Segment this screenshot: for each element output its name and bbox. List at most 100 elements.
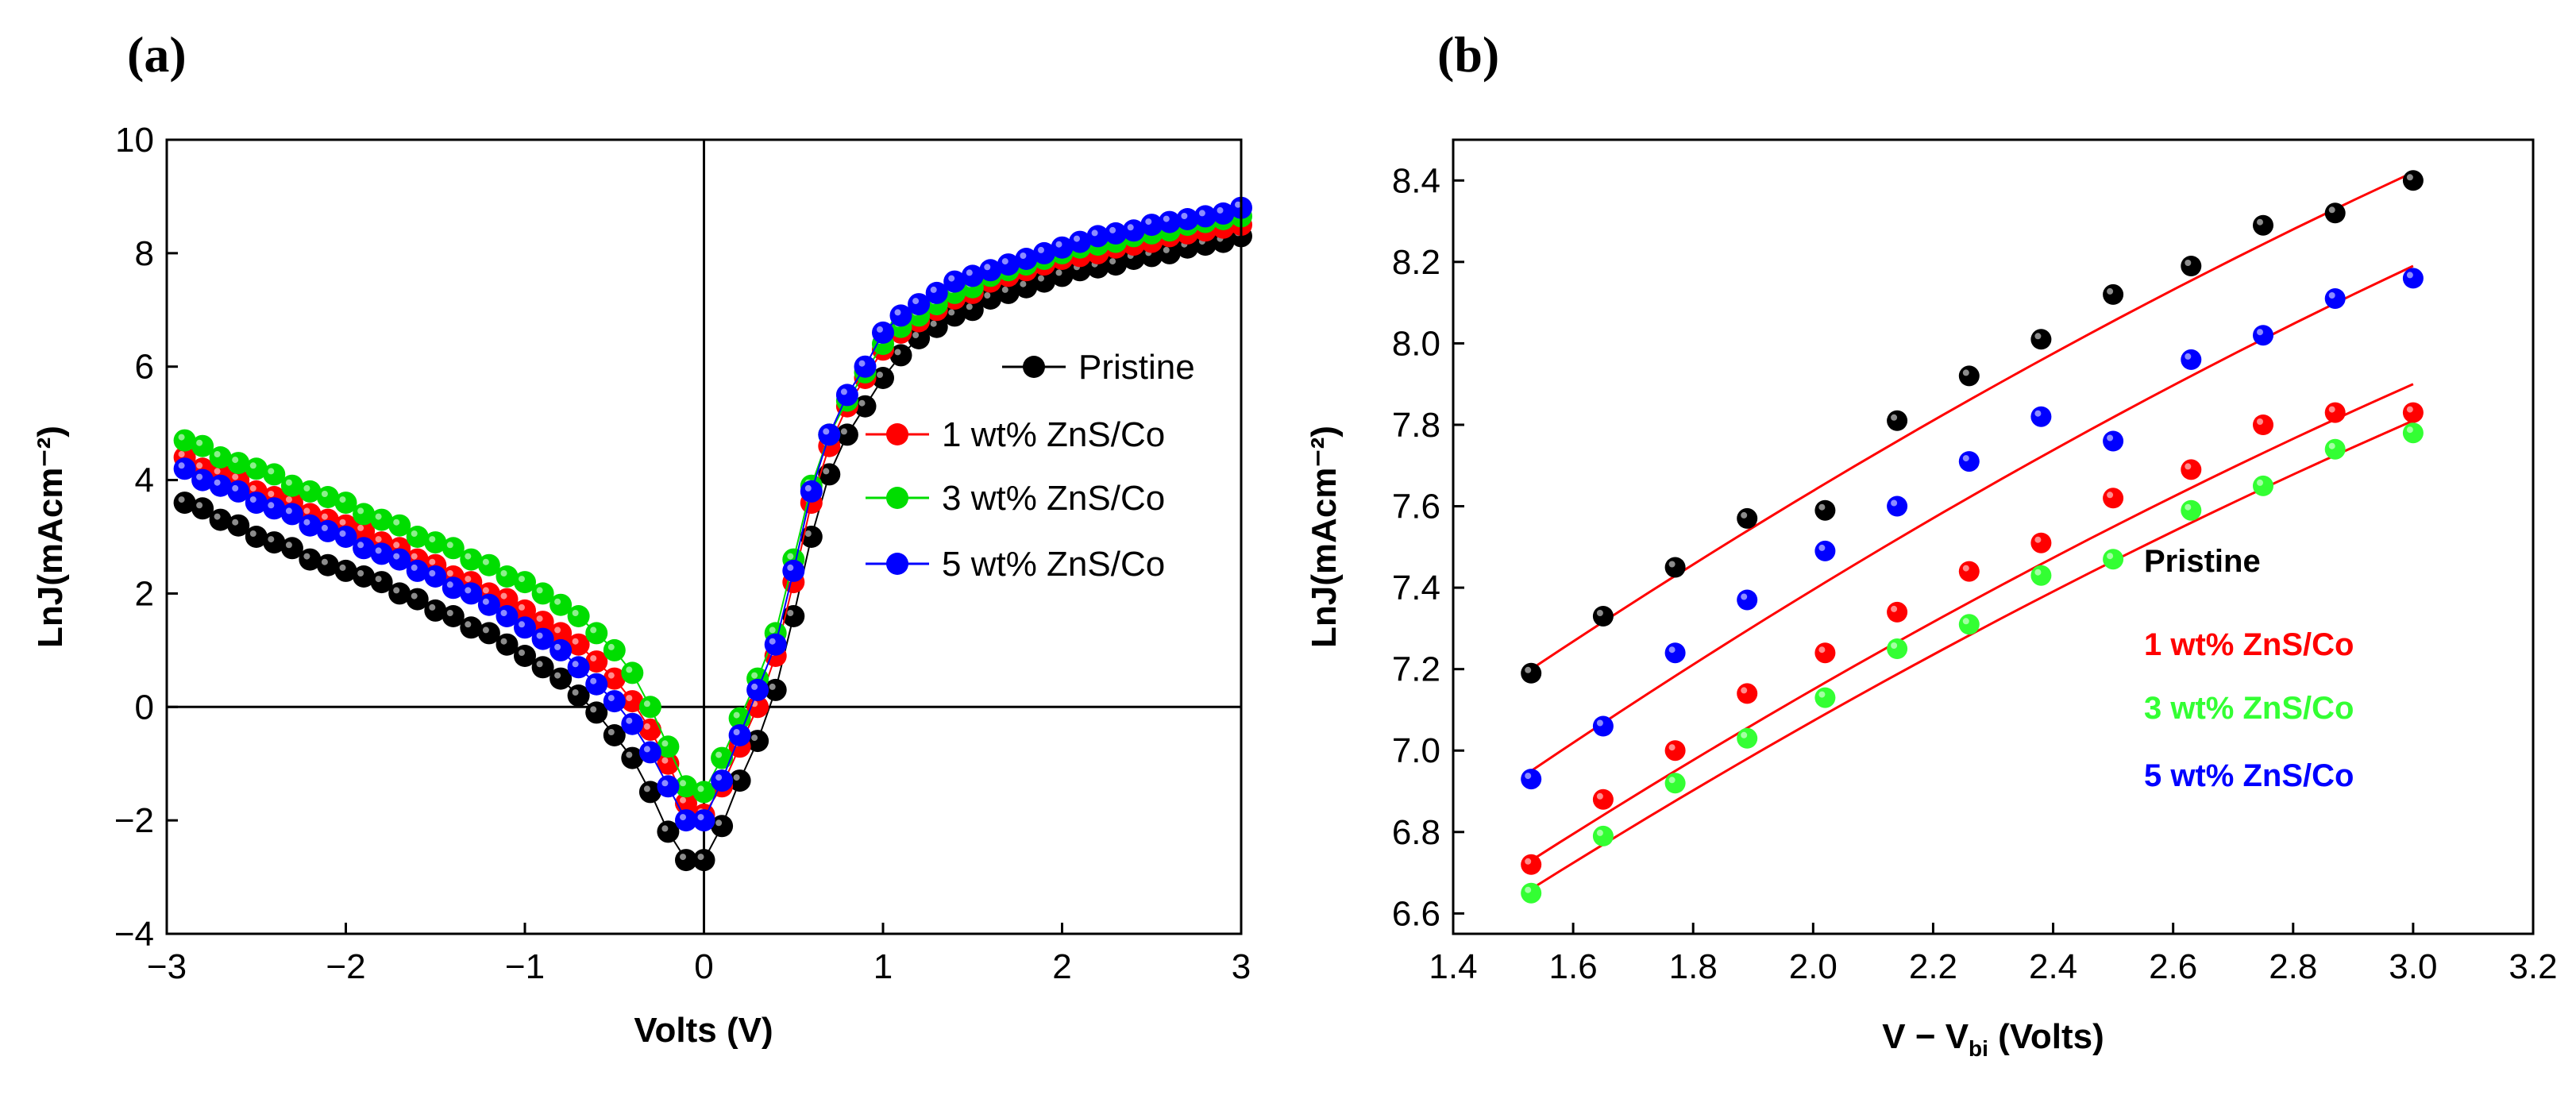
data-point-highlight <box>249 462 256 469</box>
data-point-highlight <box>1525 858 1532 865</box>
data-point-highlight <box>500 638 507 645</box>
data-point-5-wt-zns-co <box>2030 406 2052 427</box>
data-point-highlight <box>643 723 650 730</box>
data-point-highlight <box>2185 260 2192 266</box>
data-point-highlight <box>429 570 436 576</box>
data-point-5-wt-zns-co <box>514 616 536 639</box>
data-point-highlight <box>268 536 275 543</box>
data-point-5-wt-zns-co <box>800 480 823 503</box>
panel-b-x-tick-label: 2.2 <box>1909 947 1957 986</box>
data-point-highlight <box>643 700 650 708</box>
data-point-highlight <box>680 796 686 804</box>
data-point-5-wt-zns-co <box>585 673 608 696</box>
data-point-3-wt-zns-co <box>621 661 644 684</box>
data-point-highlight <box>536 632 543 639</box>
data-point-highlight <box>1109 226 1116 233</box>
panel-a-y-tick-label: 8 <box>135 234 154 273</box>
data-point-5-wt-zns-co <box>1105 222 1128 245</box>
data-point-5-wt-zns-co <box>711 769 734 792</box>
data-point-highlight <box>733 729 740 735</box>
panel-b-label: (b) <box>1437 26 1499 83</box>
data-point-pristine <box>764 678 787 701</box>
data-point-highlight <box>607 729 615 735</box>
data-point-highlight <box>787 610 794 616</box>
data-point-highlight <box>375 576 382 583</box>
data-point-5-wt-zns-co <box>424 565 447 588</box>
data-point-3-wt-zns-co <box>245 457 268 480</box>
data-point-highlight <box>232 473 239 480</box>
data-point-pristine <box>531 656 554 679</box>
data-point-highlight <box>196 462 203 469</box>
data-point-5-wt-zns-co <box>209 474 232 497</box>
data-point-1-wt-zns-co <box>514 599 536 622</box>
panel-a-chart: (a) −3 −2 −1 0 1 2 3 −4 −2 0 2 4 6 8 10 Volts (V) LnJ(… <box>31 26 1252 1050</box>
data-point-5-wt-zns-co <box>872 321 894 344</box>
data-point-pristine <box>1051 264 1074 287</box>
panel-a-x-axis-title: Volts (V) <box>634 1011 773 1050</box>
panel-a-plot-frame <box>165 138 1243 935</box>
data-point-highlight <box>554 643 561 650</box>
data-point-highlight <box>178 434 185 441</box>
data-point-3-wt-zns-co <box>638 696 661 719</box>
data-point-5-wt-zns-co <box>173 457 196 480</box>
data-point-5-wt-zns-co <box>2324 288 2346 309</box>
data-point-highlight <box>1198 210 1205 217</box>
data-point-highlight <box>268 502 275 509</box>
series-1-wt-zns-co <box>1521 383 2424 875</box>
data-point-highlight <box>804 484 812 492</box>
panel-b-y-tick-label: 7.6 <box>1392 488 1440 526</box>
data-point-highlight <box>393 587 400 594</box>
data-point-highlight <box>1668 744 1676 751</box>
data-point-highlight <box>446 581 453 588</box>
data-point-highlight <box>1818 691 1826 698</box>
data-point-highlight <box>1020 253 1027 259</box>
data-point-1-wt-zns-co <box>1887 601 1908 623</box>
data-point-pristine <box>567 684 590 707</box>
data-point-5-wt-zns-co <box>1033 241 1055 264</box>
data-point-highlight <box>500 592 507 600</box>
data-point-highlight <box>1163 246 1170 253</box>
data-point-highlight <box>446 570 453 576</box>
data-point-highlight <box>1962 455 1969 462</box>
data-point-5-wt-zns-co <box>603 690 626 713</box>
data-point-5-wt-zns-co <box>1664 642 1686 664</box>
data-point-pristine <box>353 565 376 588</box>
data-point-highlight <box>482 598 489 605</box>
data-point-highlight <box>966 303 973 310</box>
data-point-5-wt-zns-co <box>692 809 715 832</box>
data-point-highlight <box>465 576 472 583</box>
data-point-highlight <box>787 564 794 571</box>
data-point-1-wt-zns-co <box>585 650 608 673</box>
data-point-highlight <box>2107 287 2114 295</box>
data-point-3-wt-zns-co <box>227 452 250 475</box>
data-point-1-wt-zns-co <box>2030 532 2052 553</box>
data-point-5-wt-zns-co <box>728 724 751 746</box>
panel-b-x-tick-label: 1.4 <box>1429 947 1477 986</box>
data-point-1-wt-zns-co <box>353 519 376 542</box>
data-point-highlight <box>572 610 579 616</box>
data-point-5-wt-zns-co <box>496 605 519 627</box>
data-point-highlight <box>1668 561 1676 568</box>
data-point-highlight <box>1181 213 1188 219</box>
data-point-highlight <box>572 661 579 668</box>
data-point-highlight <box>303 484 310 492</box>
data-point-3-wt-zns-co <box>2253 475 2273 496</box>
legend-marker-1wt <box>886 423 908 445</box>
data-point-highlight <box>680 814 686 821</box>
data-point-highlight <box>1891 605 1898 612</box>
data-point-5-wt-zns-co <box>1140 214 1163 237</box>
data-point-3-wt-zns-co <box>1592 825 1614 846</box>
data-point-highlight <box>249 496 256 503</box>
data-point-3-wt-zns-co <box>692 781 715 804</box>
panel-a-x-tick-label: 3 <box>1232 947 1251 986</box>
data-point-highlight <box>751 672 758 679</box>
data-point-highlight <box>303 553 310 560</box>
data-point-1-wt-zns-co <box>603 667 626 690</box>
data-point-3-wt-zns-co <box>550 593 573 616</box>
data-point-pristine <box>1521 662 1542 684</box>
data-point-pristine <box>442 605 465 627</box>
data-point-5-wt-zns-co <box>1521 769 1542 790</box>
data-point-highlight <box>984 264 991 271</box>
data-point-5-wt-zns-co <box>1887 495 1908 517</box>
data-point-highlight <box>1962 369 1969 376</box>
